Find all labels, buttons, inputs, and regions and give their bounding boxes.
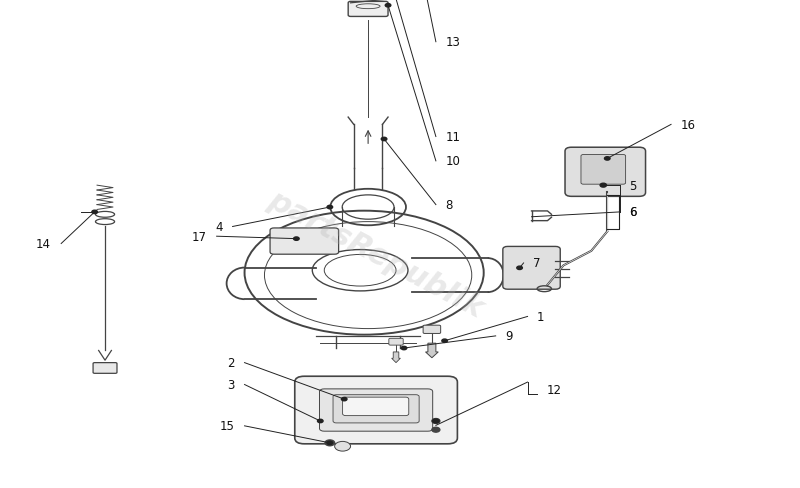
Circle shape xyxy=(327,441,333,445)
Circle shape xyxy=(318,419,323,423)
Text: 1: 1 xyxy=(537,310,545,323)
Text: 3: 3 xyxy=(227,378,235,391)
FancyBboxPatch shape xyxy=(503,247,560,289)
Text: 4: 4 xyxy=(215,221,223,233)
FancyBboxPatch shape xyxy=(348,2,388,18)
Circle shape xyxy=(386,4,391,8)
Text: 6: 6 xyxy=(630,206,637,219)
Circle shape xyxy=(382,138,387,142)
Circle shape xyxy=(401,346,406,350)
Circle shape xyxy=(432,427,440,432)
Circle shape xyxy=(442,339,447,343)
Circle shape xyxy=(433,419,439,423)
Circle shape xyxy=(294,238,299,241)
Circle shape xyxy=(92,211,98,214)
Text: 13: 13 xyxy=(446,36,460,49)
Text: 9: 9 xyxy=(506,330,513,343)
FancyBboxPatch shape xyxy=(565,148,646,197)
Text: 12: 12 xyxy=(546,383,562,396)
Text: 14: 14 xyxy=(36,238,51,250)
Circle shape xyxy=(605,158,610,161)
FancyBboxPatch shape xyxy=(423,325,441,334)
Text: 11: 11 xyxy=(446,131,461,144)
FancyBboxPatch shape xyxy=(294,376,458,444)
Text: partsRepublik: partsRepublik xyxy=(263,185,489,323)
FancyArrow shape xyxy=(392,352,400,363)
FancyBboxPatch shape xyxy=(342,397,409,416)
FancyBboxPatch shape xyxy=(270,228,338,255)
Text: 8: 8 xyxy=(446,199,453,212)
Text: 6: 6 xyxy=(630,206,637,219)
FancyBboxPatch shape xyxy=(389,339,403,346)
Text: 5: 5 xyxy=(630,179,637,192)
Text: 15: 15 xyxy=(220,420,235,432)
Text: 10: 10 xyxy=(446,155,460,168)
Circle shape xyxy=(517,266,522,270)
Text: 7: 7 xyxy=(533,257,541,270)
FancyArrow shape xyxy=(426,344,438,358)
Circle shape xyxy=(600,184,606,188)
Circle shape xyxy=(325,440,334,446)
Text: 2: 2 xyxy=(227,356,235,369)
FancyBboxPatch shape xyxy=(319,389,433,431)
Circle shape xyxy=(342,398,347,401)
FancyBboxPatch shape xyxy=(581,155,626,185)
FancyBboxPatch shape xyxy=(333,395,419,423)
Circle shape xyxy=(334,442,350,451)
Text: 16: 16 xyxy=(681,119,696,132)
Text: 17: 17 xyxy=(192,230,207,243)
Circle shape xyxy=(327,206,333,209)
FancyBboxPatch shape xyxy=(93,363,117,373)
Circle shape xyxy=(432,419,440,424)
